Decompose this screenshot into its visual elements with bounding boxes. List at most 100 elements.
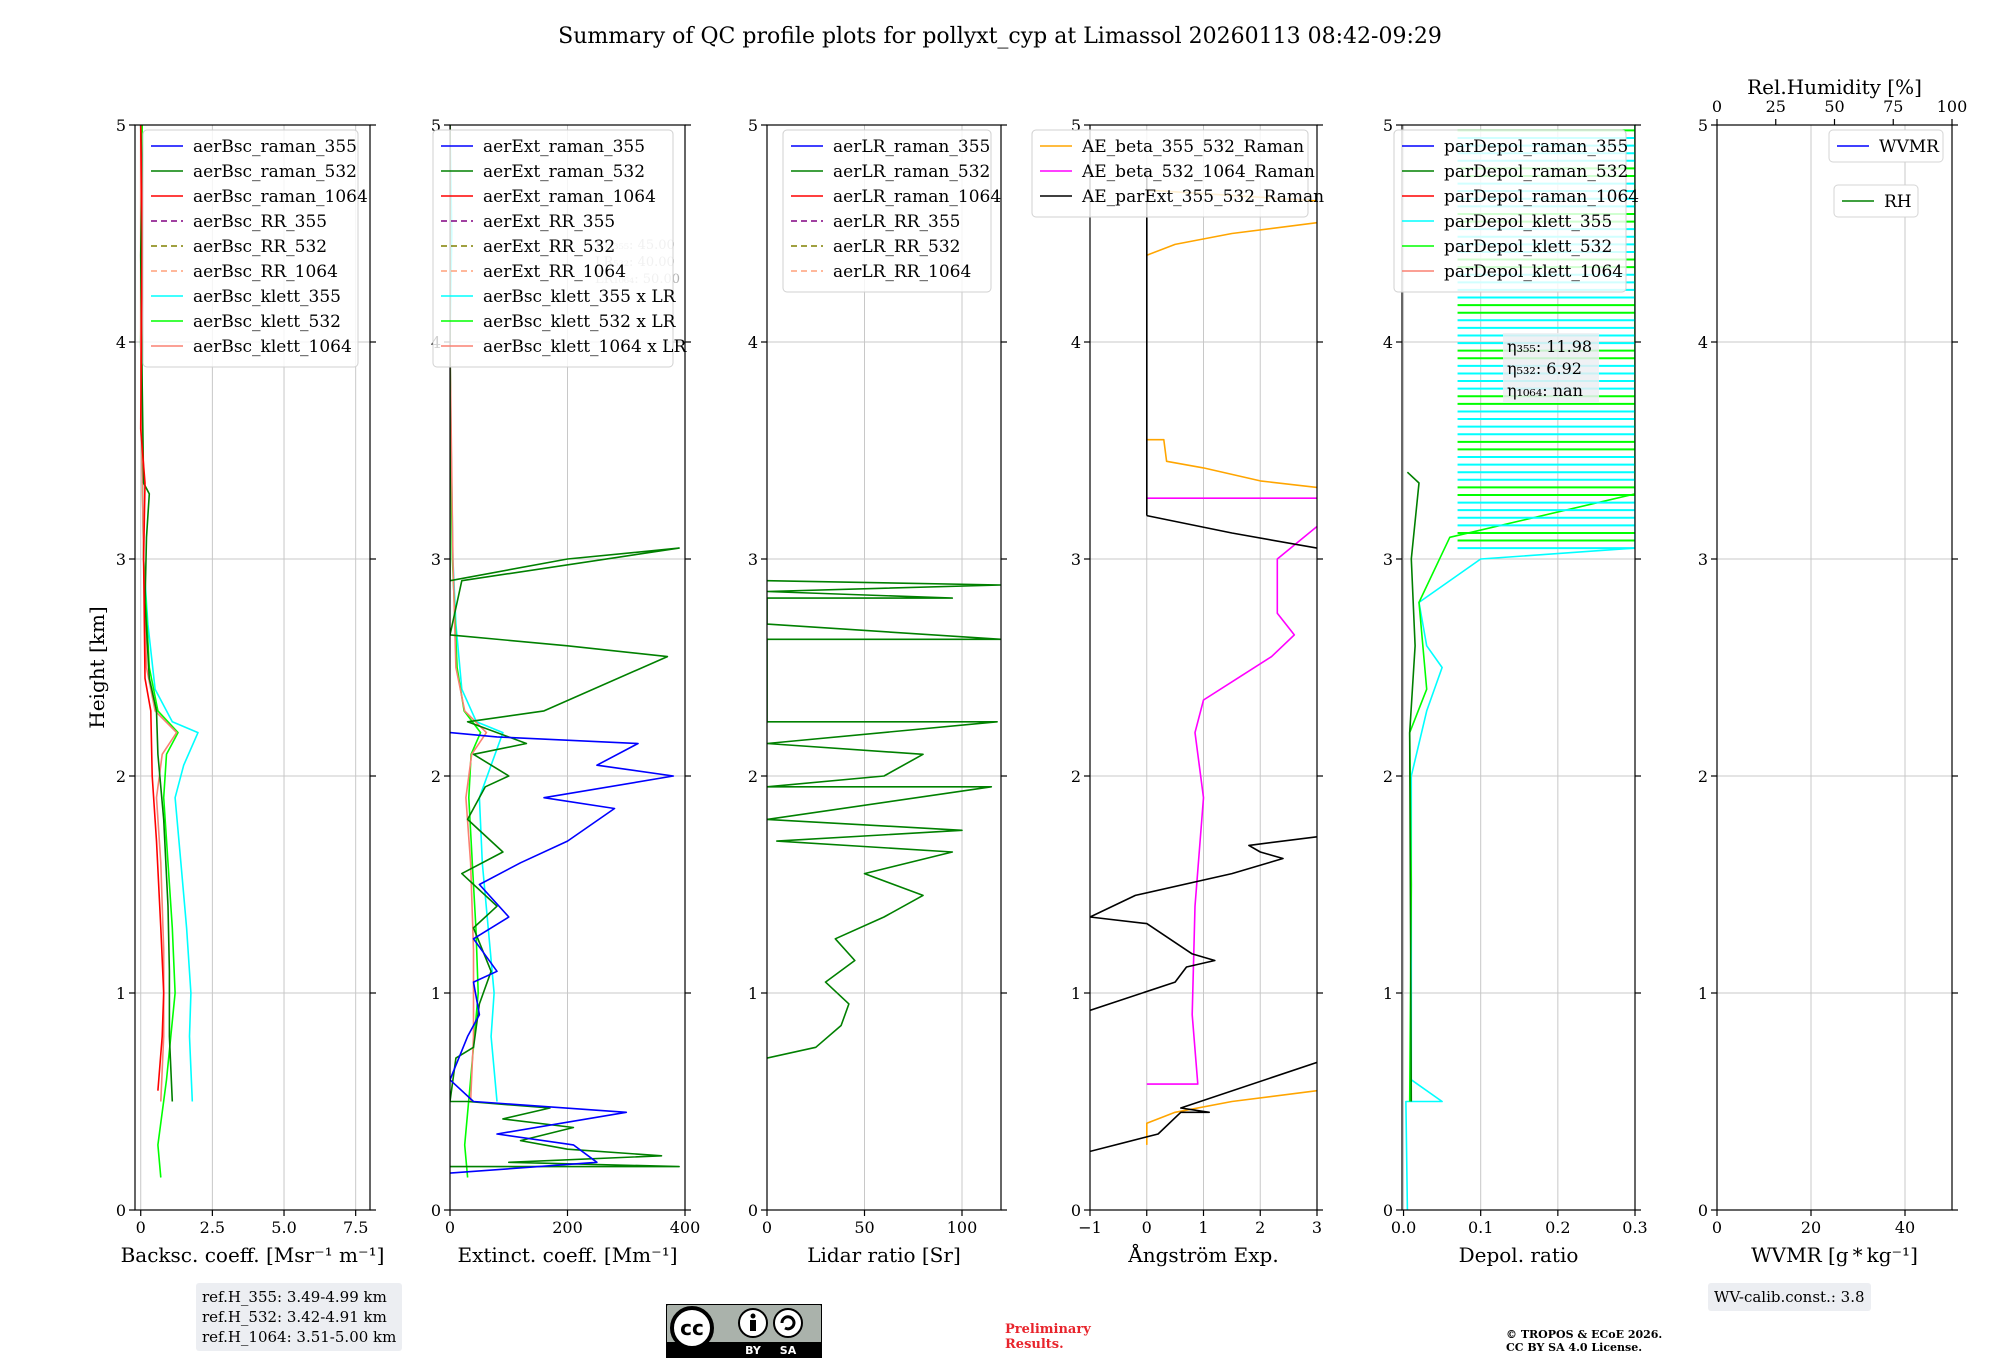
x-tick-label: 100 <box>947 1218 978 1237</box>
x-tick-label: 0.2 <box>1545 1218 1570 1237</box>
panel-grid <box>1716 124 1952 1211</box>
badge-by-label: BY <box>745 1344 762 1357</box>
x-tick-label: 20 <box>1801 1218 1821 1237</box>
y-tick-label: 2 <box>1383 767 1393 786</box>
x-tick-label: 5.0 <box>271 1218 296 1237</box>
series-line-aerExt_raman_355 <box>450 731 675 1174</box>
panel-wvmr: 0 20 40 0 1 2 3 4 5 WVMR [g * kg⁻¹] 0 25 50 75 100 Rel.… <box>1698 75 1967 1267</box>
y-tick-label: 0 <box>1383 1201 1393 1220</box>
series-line-parDepol_klett_355 <box>1405 125 1635 1210</box>
y-tick-label: 5 <box>1698 116 1708 135</box>
panel-frame <box>134 124 371 1211</box>
y-tick-label: 2 <box>116 767 126 786</box>
series-line-AE_parExt_355_532_Raman <box>1090 1061 1317 1153</box>
legend-entry: aerBsc_raman_532 <box>193 162 357 182</box>
y-tick-label: 4 <box>748 333 758 352</box>
y-tick-label: 4 <box>1071 333 1081 352</box>
top-x-tick-label: 100 <box>1937 97 1968 116</box>
y-axis-label: Height [km] <box>85 606 109 728</box>
legend-entry: aerLR_raman_1064 <box>833 187 1001 207</box>
x-tick-label: 0.3 <box>1622 1218 1647 1237</box>
series-group <box>450 125 680 1178</box>
legend-entry: RH <box>1884 192 1912 212</box>
legend-entry: aerLR_RR_355 <box>833 212 960 232</box>
preliminary-line-1: Preliminary <box>1005 1322 1091 1337</box>
x-axis-label: Lidar ratio [Sr] <box>807 1243 961 1267</box>
y-tick-label: 0 <box>1071 1201 1081 1220</box>
cc-license-badge: cc BY SA <box>666 1304 822 1358</box>
ref-height-1064: ref.H_1064: 3.51-5.00 km <box>202 1328 397 1346</box>
y-tick-label: 5 <box>116 116 126 135</box>
reference-height-box: ref.H_355: 3.49-4.99 km ref.H_532: 3.42-… <box>196 1283 403 1351</box>
legend-entry: aerBsc_RR_1064 <box>193 262 338 282</box>
y-tick-label: 0 <box>116 1201 126 1220</box>
copyright-note: © TROPOS & ECoE 2026. CC BY SA 4.0 Licen… <box>1506 1328 1662 1354</box>
copyright-line-1: © TROPOS & ECoE 2026. <box>1506 1328 1663 1341</box>
top-x-tick-label: 50 <box>1824 97 1844 116</box>
legend-entry: AE_beta_355_532_Raman <box>1081 137 1304 157</box>
legend-entry: aerBsc_klett_532 <box>193 312 341 332</box>
y-tick-label: 5 <box>431 116 441 135</box>
y-tick-label: 3 <box>1071 550 1081 569</box>
legend-entry: parDepol_raman_355 <box>1444 137 1628 157</box>
x-axis-label: Backsc. coeff. [Msr⁻¹ m⁻¹] <box>121 1243 385 1267</box>
x-tick-label: 3 <box>1312 1218 1322 1237</box>
x-axis-label: Depol. ratio <box>1459 1243 1579 1267</box>
y-tick-label: 3 <box>116 550 126 569</box>
attribution-icon-body <box>750 1320 756 1331</box>
y-tick-label: 5 <box>748 116 758 135</box>
y-tick-label: 3 <box>1383 550 1393 569</box>
y-tick-label: 0 <box>748 1201 758 1220</box>
panel-depol: 0.0 0.1 0.2 0.3 0 1 2 3 4 5 Depol. ratio parDepol_r… <box>1383 116 1648 1267</box>
eta-value: η₁₀₆₄: nan <box>1507 381 1583 400</box>
y-tick-label: 0 <box>1698 1201 1708 1220</box>
legend-entry: aerLR_raman_532 <box>833 162 990 182</box>
legend-box <box>432 129 674 368</box>
legend-entry: aerBsc_raman_355 <box>193 137 357 157</box>
legend-entry: aerExt_raman_1064 <box>483 187 656 207</box>
top-x-tick-label: 75 <box>1883 97 1903 116</box>
series-line-parDepol_raman_532 <box>1406 471 1420 1102</box>
y-tick-label: 1 <box>748 984 758 1003</box>
legend-entry: parDepol_klett_1064 <box>1444 262 1623 282</box>
eta-value: η₅₃₂: 6.92 <box>1507 359 1582 378</box>
legend-entry: parDepol_klett_355 <box>1444 212 1612 232</box>
y-tick-label: 0 <box>431 1201 441 1220</box>
panel-frame <box>1716 124 1953 1211</box>
y-tick-label: 2 <box>1071 767 1081 786</box>
top-x-tick-label: 25 <box>1766 97 1786 116</box>
y-tick-label: 5 <box>1071 116 1081 135</box>
wv-calibration-box: WV-calib.const.: 3.8 <box>1708 1283 1871 1311</box>
legend-entry: aerBsc_klett_355 x LR <box>483 287 677 307</box>
legend-ae: AE_beta_355_532_Raman AE_beta_532_1064_Ra… <box>1031 129 1324 218</box>
legend-entry: AE_beta_532_1064_Raman <box>1081 162 1315 182</box>
wv-calib-constant: WV-calib.const.: 3.8 <box>1714 1288 1865 1306</box>
figure-title: Summary of QC profile plots for pollyxt_… <box>558 24 1442 49</box>
legend-wvmr: WVMR RH <box>1828 129 1944 218</box>
legend-entry: aerBsc_klett_532 x LR <box>483 312 677 332</box>
series-line-AE_beta_355_532_Raman <box>1146 221 1317 256</box>
copyright-line-2: CC BY SA 4.0 License. <box>1506 1341 1643 1354</box>
y-tick-label: 3 <box>431 550 441 569</box>
series-group <box>139 125 199 1178</box>
x-tick-label: 0 <box>1142 1218 1152 1237</box>
x-tick-label: 200 <box>552 1218 583 1237</box>
x-tick-label: 0 <box>1712 1218 1722 1237</box>
legend-box <box>782 129 992 293</box>
y-tick-label: 1 <box>431 984 441 1003</box>
x-tick-label: 1 <box>1198 1218 1208 1237</box>
x-tick-label: 0.1 <box>1468 1218 1493 1237</box>
preliminary-results-note: Preliminary Results. <box>1005 1322 1091 1352</box>
series-line-aerLR_raman_532 <box>767 579 1001 1059</box>
share-alike-icon <box>773 1308 803 1338</box>
y-tick-label: 1 <box>1071 984 1081 1003</box>
series-line-aerBsc_klett_1064 <box>139 125 178 1102</box>
series-line-aerBsc_raman_1064 <box>139 125 165 1091</box>
y-tick-label: 1 <box>116 984 126 1003</box>
y-tick-label: 4 <box>1698 333 1708 352</box>
x-tick-label: 0.0 <box>1391 1218 1416 1237</box>
legend-entry: aerBsc_klett_1064 <box>193 337 352 357</box>
y-tick-label: 2 <box>748 767 758 786</box>
